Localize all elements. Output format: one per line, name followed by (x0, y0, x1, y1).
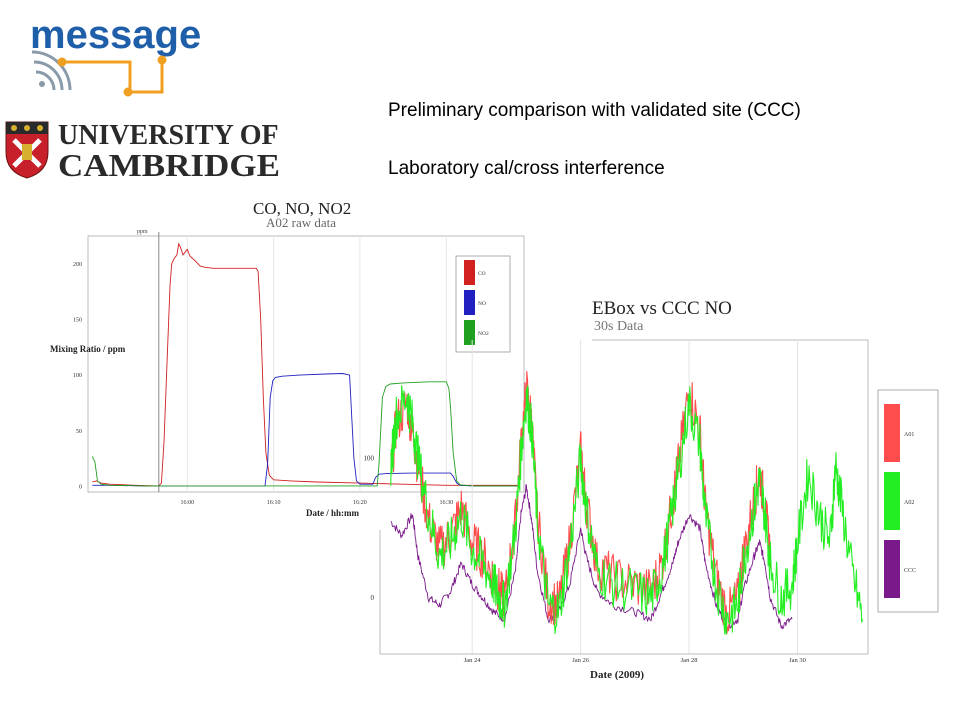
chart2-series-a02 (390, 384, 864, 636)
message-wordmark: message (30, 13, 201, 57)
chart1-legend-swatch (464, 290, 475, 315)
university-line1: UNIVERSITY OF (58, 120, 279, 151)
chart2-xtick-label: Jan 28 (681, 657, 698, 664)
chart1-xlabel: Date / hh:mm (306, 508, 359, 518)
chart1-series-co (92, 242, 520, 487)
heading-comparison: Preliminary comparison with validated si… (388, 100, 801, 121)
chart2-xtick-label: Jan 30 (789, 657, 806, 664)
chart2-legend: A01 A02 CCC (877, 389, 939, 613)
chart1-ytick-label: 0 (79, 484, 82, 490)
chart1-title: CO, NO, NO2 (253, 199, 351, 218)
chart2-xlabel: Date (2009) (590, 669, 644, 681)
chart1-plot-frame (87, 235, 525, 493)
chart1-xtick-label: 16:30 (439, 500, 453, 506)
chart1-legend-label: CO (478, 271, 486, 277)
chart1-ylabel: Mixing Ratio / ppm (50, 344, 126, 354)
chart1-ytick-label: 100 (73, 373, 82, 379)
cambridge-logo: UNIVERSITY OF CAMBRIDGE (2, 118, 292, 183)
chart1-subtitle: A02 raw data (266, 215, 336, 230)
university-line2: CAMBRIDGE (58, 147, 280, 180)
chart1-ytick-label: 50 (76, 429, 82, 435)
chart2-legend-label: CCC (904, 568, 916, 574)
wireless-signal-icon (31, 50, 72, 91)
chart1-legend-swatch (464, 260, 475, 285)
chart2-legend-label: A01 (904, 432, 914, 438)
chart2-ytick-label: 0 (371, 594, 375, 602)
chart1-legend-swatch (464, 320, 475, 345)
chart1-marker-label: ppm (137, 229, 148, 235)
chart2-xtick-label: Jan 26 (572, 657, 590, 664)
chart1-series-no (92, 373, 520, 487)
chart-co-no-no2: CO, NO, NO2 A02 raw data 0 50 100 150 200 16… (48, 196, 528, 522)
chart1-ytick-label: 150 (73, 317, 82, 323)
chart1-legend: CO NO NO2 (455, 255, 511, 353)
chart2-title: EBox vs CCC NO (592, 298, 732, 319)
chart2-legend-swatch (884, 540, 900, 598)
message-logo: message (30, 10, 220, 102)
chart1-ytick-label: 200 (73, 262, 82, 268)
chart2-legend-swatch (884, 404, 900, 462)
chart2-ytick-label: 100 (364, 455, 375, 463)
chart1-xtick-label: 16:10 (267, 500, 281, 506)
chart2-series-ccc (390, 483, 793, 631)
chart1-xtick-label: 16:20 (353, 500, 367, 506)
chart2-legend-swatch (884, 472, 900, 530)
cambridge-crest-icon (5, 121, 49, 179)
heading-laboratory: Laboratory cal/cross interference (388, 158, 665, 179)
chart2-subtitle: 30s Data (594, 319, 644, 334)
chart1-series-no2 (91, 381, 520, 487)
chart-ebox-vs-ccc: EBox vs CCC NO 30s Data 0 100 Jan 24 Jan 2… (358, 294, 942, 688)
chart1-legend-label: NO2 (478, 331, 489, 337)
chart1-xtick-label: 16:00 (180, 500, 194, 506)
chart1-legend-label: NO (478, 301, 486, 307)
chart2-legend-label: A02 (904, 500, 914, 506)
chart2-xtick-label: Jan 24 (464, 657, 482, 664)
